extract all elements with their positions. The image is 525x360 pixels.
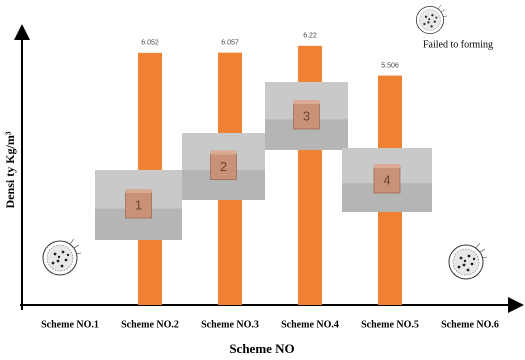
cube-top xyxy=(125,189,152,193)
x-tick-label: Scheme NO.4 xyxy=(281,319,339,330)
value-label: 6.22 xyxy=(303,33,317,40)
x-axis-label: Scheme NO xyxy=(229,341,294,356)
sample-label: 2 xyxy=(220,159,227,174)
cube-face xyxy=(210,153,237,180)
value-label: 6.057 xyxy=(221,39,239,46)
cube-face xyxy=(125,191,152,219)
y-axis-label: Densi ty Kg/m³ xyxy=(3,131,17,208)
failed-icon xyxy=(415,4,448,35)
x-tick-label: Scheme NO.6 xyxy=(441,319,499,330)
cube-top xyxy=(210,150,237,155)
x-tick-label: Scheme NO.5 xyxy=(361,319,419,330)
sample-label: 3 xyxy=(303,108,310,123)
failed-icon xyxy=(42,238,82,276)
x-tick-label: Scheme NO.3 xyxy=(201,319,259,330)
value-label: 6.052 xyxy=(141,40,159,47)
failed-icon xyxy=(448,242,488,280)
x-tick-label: Scheme NO.2 xyxy=(121,319,179,330)
annotation: Failed to forming xyxy=(423,39,493,50)
cube-top xyxy=(293,100,320,104)
value-label: 5.506 xyxy=(381,62,399,69)
x-tick-label: Scheme NO.1 xyxy=(41,319,99,330)
sample-label: 4 xyxy=(383,172,390,187)
cube-face xyxy=(373,166,401,194)
cube-top xyxy=(374,164,400,168)
sample-label: 1 xyxy=(135,197,142,212)
